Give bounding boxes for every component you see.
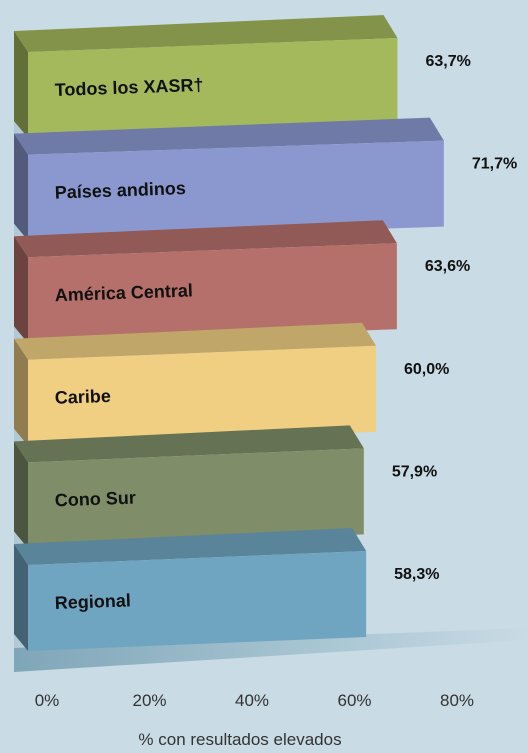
value-label: 60,0% bbox=[404, 361, 449, 378]
bar-top bbox=[14, 322, 376, 360]
bar-top bbox=[14, 220, 397, 258]
x-axis-label: % con resultados elevados bbox=[138, 730, 341, 749]
category-label: Países andinos bbox=[54, 178, 186, 203]
bar-side bbox=[14, 31, 28, 138]
bar bbox=[28, 448, 364, 549]
bar-top bbox=[14, 528, 367, 565]
bar-top bbox=[14, 425, 364, 463]
x-tick-label: 0% bbox=[35, 691, 60, 710]
bar-side bbox=[14, 133, 28, 241]
bar bbox=[28, 140, 444, 241]
bar-top bbox=[14, 15, 398, 52]
bar bbox=[28, 243, 397, 344]
x-tick-label: 20% bbox=[132, 691, 166, 710]
value-label: 71,7% bbox=[472, 156, 517, 173]
category-label: Regional bbox=[54, 590, 131, 613]
bar-side bbox=[14, 441, 28, 549]
value-label: 63,6% bbox=[425, 258, 470, 275]
floor bbox=[14, 628, 528, 672]
category-label: América Central bbox=[54, 280, 193, 305]
bar-side bbox=[14, 338, 28, 446]
x-tick-label: 40% bbox=[235, 691, 269, 710]
bar-side bbox=[14, 236, 28, 344]
bar-side bbox=[14, 544, 28, 651]
category-label: Caribe bbox=[54, 386, 111, 408]
x-tick-label: 80% bbox=[440, 691, 474, 710]
bar-top bbox=[14, 117, 444, 155]
x-tick-label: 60% bbox=[337, 691, 371, 710]
bar bbox=[28, 38, 398, 138]
bar bbox=[28, 345, 376, 446]
value-label: 63,7% bbox=[425, 53, 470, 70]
bar bbox=[28, 551, 367, 651]
category-label: Cono Sur bbox=[54, 488, 136, 511]
value-label: 57,9% bbox=[392, 463, 437, 480]
value-label: 58,3% bbox=[394, 566, 439, 583]
